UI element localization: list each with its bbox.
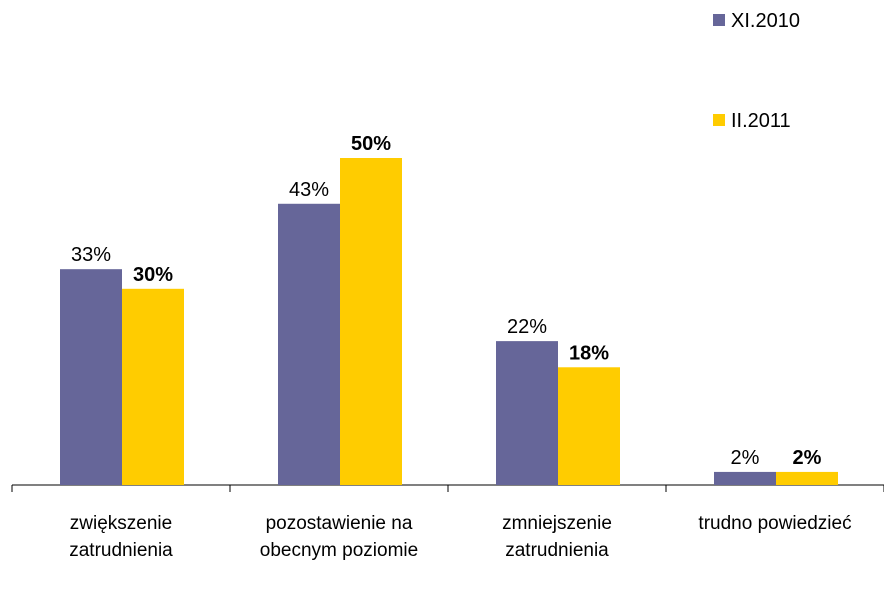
bar (278, 203, 340, 485)
data-label: 30% (133, 264, 173, 286)
x-tick-label: zmniejszenie zatrudnienia (502, 513, 612, 561)
data-label: 33% (71, 244, 111, 266)
data-label: 43% (289, 179, 329, 201)
data-label: 18% (569, 342, 609, 364)
x-tick-label: zwiększenie zatrudnienia (69, 513, 173, 561)
legend-label: II.2011 (731, 110, 791, 132)
bar (558, 367, 620, 485)
bar (496, 341, 558, 485)
data-label: 2% (793, 447, 822, 469)
data-label: 2% (731, 447, 760, 469)
bar (122, 288, 184, 485)
bar (714, 471, 776, 485)
legend-label: XI.2010 (731, 10, 800, 32)
data-label: 50% (351, 133, 391, 155)
bar (776, 471, 838, 485)
data-label: 22% (507, 316, 547, 338)
bar (60, 269, 122, 485)
legend-swatch (713, 114, 725, 126)
x-tick-label: pozostawienie na obecnym poziomie (259, 513, 419, 561)
x-tick-label: trudno powiedzieć (698, 513, 852, 534)
legend-swatch (713, 14, 725, 26)
bar (340, 158, 402, 485)
